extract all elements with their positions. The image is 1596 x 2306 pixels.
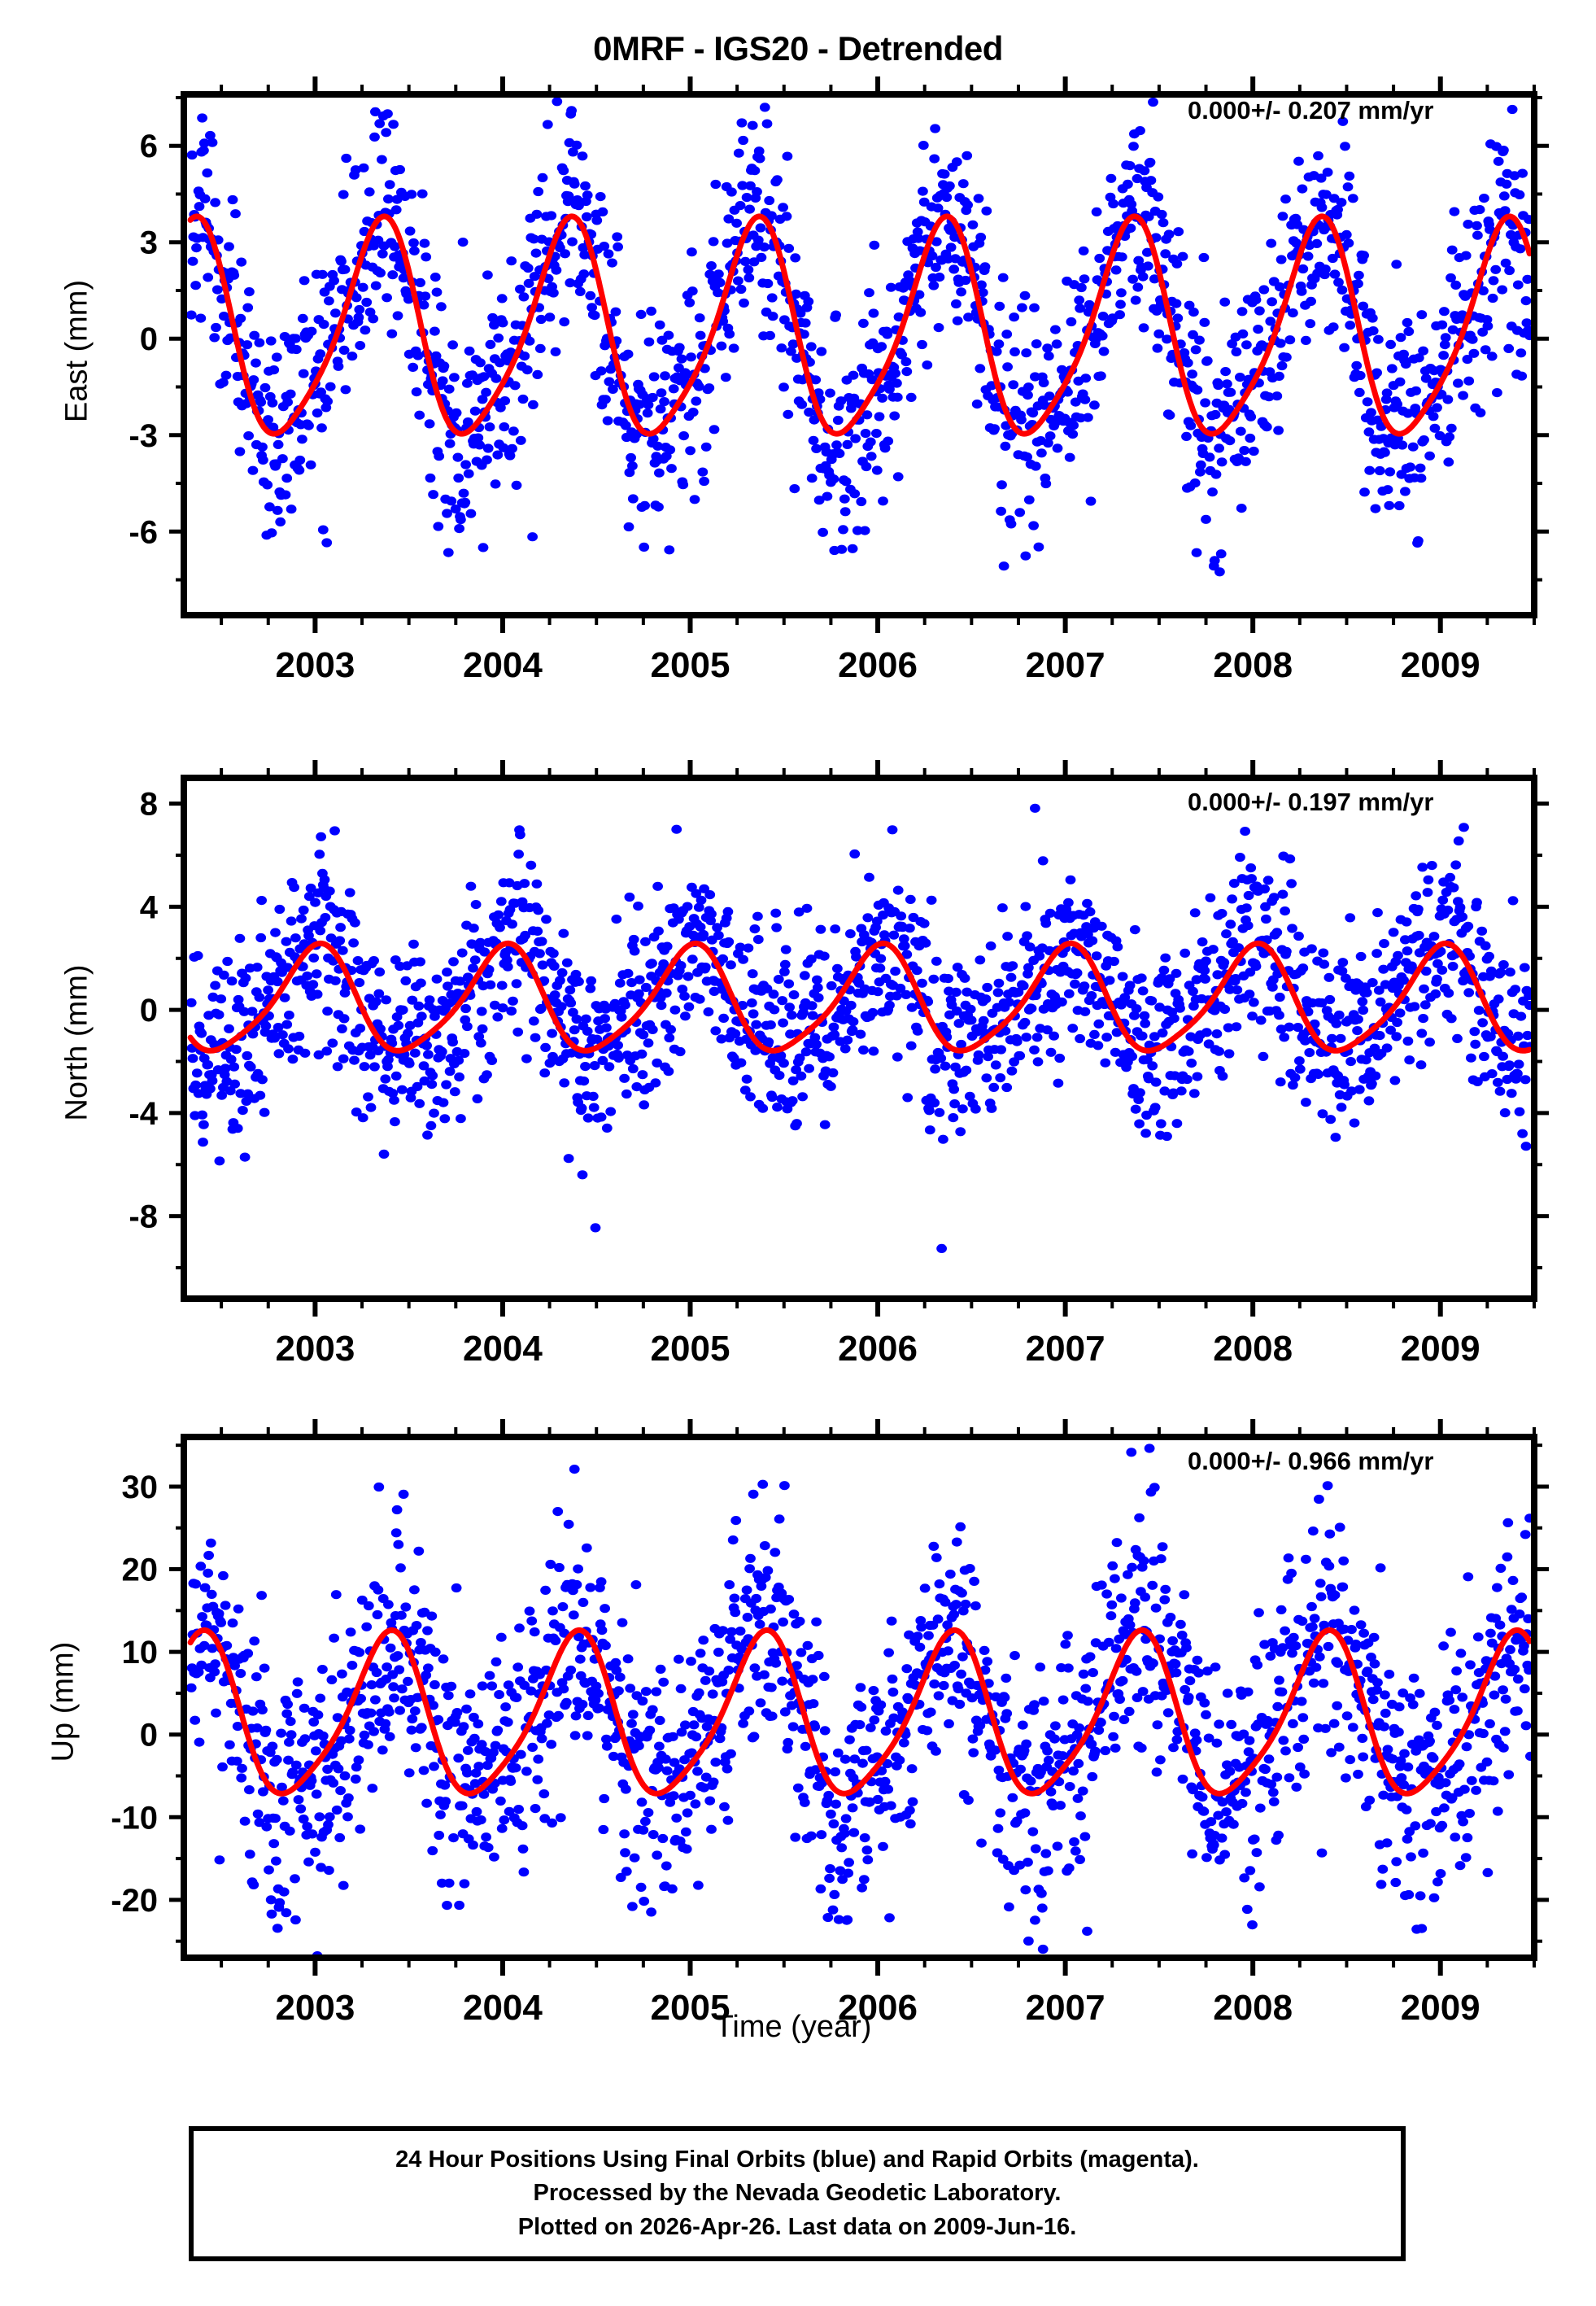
svg-text:6: 6 <box>140 129 158 164</box>
caption-line-3: Plotted on 2026-Apr-26. Last data on 200… <box>517 2213 1077 2240</box>
svg-text:2006: 2006 <box>838 645 918 685</box>
svg-text:2005: 2005 <box>651 645 730 685</box>
svg-text:0: 0 <box>140 321 158 357</box>
svg-text:-4: -4 <box>129 1096 158 1132</box>
ylabel-up: Up (mm) <box>46 1641 81 1762</box>
svg-text:-6: -6 <box>129 514 158 550</box>
svg-text:2007: 2007 <box>1026 1329 1105 1369</box>
caption-box: 24 Hour Positions Using Final Orbits (bl… <box>189 2126 1406 2261</box>
svg-text:2008: 2008 <box>1213 1329 1293 1369</box>
svg-text:-3: -3 <box>129 418 158 454</box>
svg-text:2006: 2006 <box>838 1329 918 1369</box>
svg-text:2009: 2009 <box>1401 645 1480 685</box>
svg-text:2009: 2009 <box>1401 1329 1480 1369</box>
panel-east-plot: 6 3 0 -3 -6 2003 2004 2005 2006 2007 2008 2009 <box>129 76 1549 685</box>
rate-label-east: 0.000+/- 0.207 mm/yr <box>1188 96 1434 124</box>
caption-line-1: 24 Hour Positions Using Final Orbits (bl… <box>395 2147 1199 2173</box>
rate-label-up: 0.000+/- 0.966 mm/yr <box>1188 1447 1434 1475</box>
ylabel-east: East (mm) <box>59 279 94 423</box>
panel-up: 30 20 10 0 -10 -20 2003 2004 2005 2006 2007 2008 200… <box>0 1343 1596 2059</box>
svg-text:2004: 2004 <box>463 645 543 685</box>
svg-text:-8: -8 <box>129 1199 158 1235</box>
svg-text:2003: 2003 <box>275 645 355 685</box>
svg-text:3: 3 <box>140 225 158 261</box>
svg-text:2004: 2004 <box>463 1329 543 1369</box>
ylabel-north: North (mm) <box>59 964 94 1121</box>
panel-east: 6 3 0 -3 -6 2003 2004 2005 2006 2007 2008 2009 0.00… <box>0 0 1596 700</box>
svg-text:4: 4 <box>140 889 159 925</box>
caption-line-2: Processed by the Nevada Geodetic Laborat… <box>533 2180 1062 2207</box>
panel-north-plot: 8 4 0 -4 -8 2003 2004 2005 2006 2007 2008 2009 <box>129 760 1549 1369</box>
svg-text:0: 0 <box>140 993 158 1029</box>
panel-north: 8 4 0 -4 -8 2003 2004 2005 2006 2007 2008 2009 0.00… <box>0 684 1596 1383</box>
svg-text:2007: 2007 <box>1026 645 1105 685</box>
xlabel-time: Time (year) <box>714 2010 872 2044</box>
svg-text:2008: 2008 <box>1213 645 1293 685</box>
svg-text:2005: 2005 <box>651 1329 730 1369</box>
svg-text:8: 8 <box>140 787 158 823</box>
rate-label-north: 0.000+/- 0.197 mm/yr <box>1188 788 1434 816</box>
figure-title: 0MRF - IGS20 - Detrended <box>593 29 1003 68</box>
svg-text:2003: 2003 <box>275 1329 355 1369</box>
